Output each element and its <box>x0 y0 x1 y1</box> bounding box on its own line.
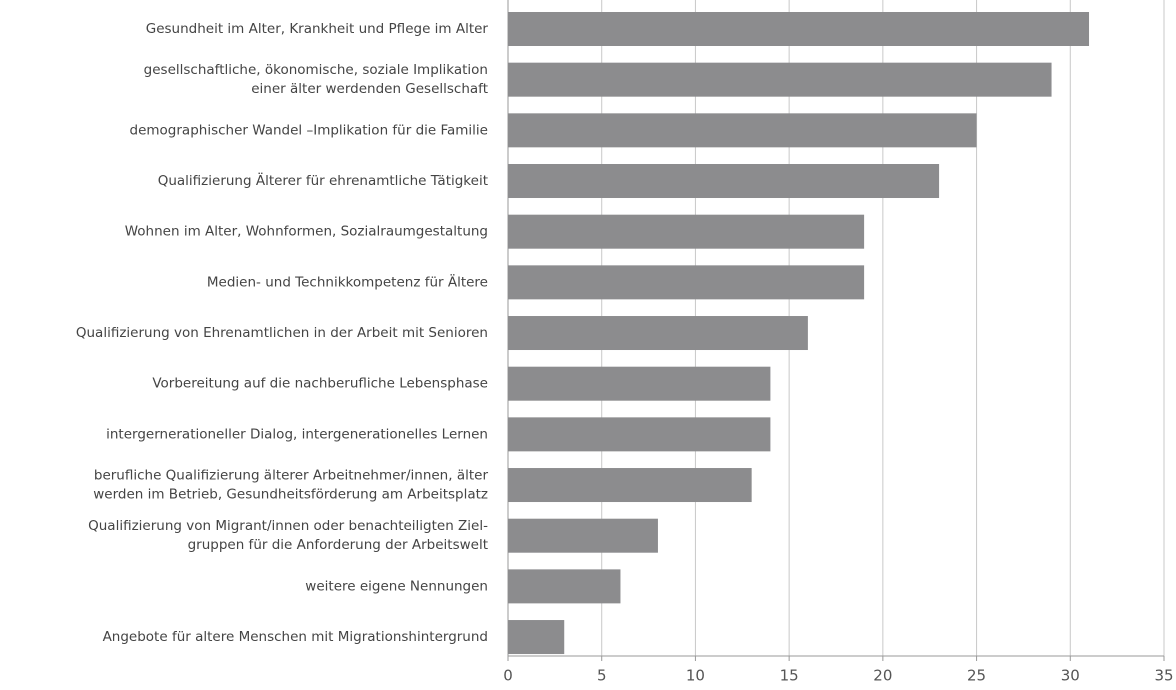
label-line: Wohnen im Alter, Wohnformen, Sozialraumg… <box>125 224 488 240</box>
x-tick-label: 30 <box>1061 667 1080 685</box>
y-tick-label: Qualifizierung von Migrant/innen oder be… <box>88 518 488 553</box>
y-tick-label: Qualifizierung von Ehrenamtlichen in der… <box>76 325 488 341</box>
x-tick-label: 10 <box>686 667 705 685</box>
label-line: werden im Betrieb, Gesundheitsförderung … <box>93 487 488 503</box>
label-line: Vorbereitung auf die nachberufliche Lebe… <box>152 376 488 392</box>
label-line: Qualifizierung von Ehrenamtlichen in der… <box>76 325 488 341</box>
label-line: berufliche Qualifizierung älterer Arbeit… <box>94 468 489 484</box>
bar <box>508 164 940 199</box>
bar <box>508 518 658 553</box>
x-tick-label: 15 <box>780 667 799 685</box>
label-line: Qualifizierung Älterer für ehrenamtliche… <box>158 171 488 189</box>
bar <box>508 316 808 351</box>
y-tick-label: intergernerationeller Dialog, intergener… <box>106 426 488 442</box>
y-tick-label: weitere eigene Nennungen <box>305 578 488 594</box>
bar <box>508 569 621 604</box>
bar <box>508 113 977 148</box>
x-tick-label: 0 <box>503 667 513 685</box>
bar <box>508 366 771 401</box>
label-line: Qualifizierung von Migrant/innen oder be… <box>88 518 488 534</box>
y-tick-label: gesellschaftliche, ökonomische, soziale … <box>144 62 488 97</box>
y-tick-label: Wohnen im Alter, Wohnformen, Sozialraumg… <box>125 224 488 240</box>
y-tick-label: Medien- und Technikkompetenz für Ältere <box>207 272 488 290</box>
y-tick-label: berufliche Qualifizierung älterer Arbeit… <box>93 468 488 503</box>
bar <box>508 468 752 503</box>
x-tick-label: 25 <box>967 667 986 685</box>
y-tick-label: Gesundheit im Alter, Krankheit und Pfleg… <box>146 21 489 37</box>
bar <box>508 417 771 452</box>
bar <box>508 620 565 655</box>
label-line: Medien- und Technikkompetenz für Ältere <box>207 272 488 290</box>
y-tick-label: demographischer Wandel –Implikation für … <box>130 122 488 138</box>
bar <box>508 12 1090 46</box>
x-tick-label: 20 <box>873 667 892 685</box>
x-tick-label: 35 <box>1154 667 1173 685</box>
bar <box>508 214 865 249</box>
y-tick-label: Vorbereitung auf die nachberufliche Lebe… <box>152 376 488 392</box>
y-tick-label: Angebote für altere Menschen mit Migrati… <box>103 629 488 645</box>
label-line: gruppen für die Anforderung der Arbeitsw… <box>188 537 488 553</box>
label-line: gesellschaftliche, ökonomische, soziale … <box>144 62 488 78</box>
x-tick-label: 5 <box>597 667 607 685</box>
label-line: intergernerationeller Dialog, intergener… <box>106 426 488 442</box>
y-tick-label: Qualifizierung Älterer für ehrenamtliche… <box>158 171 488 189</box>
label-line: Angebote für altere Menschen mit Migrati… <box>103 629 488 645</box>
label-line: demographischer Wandel –Implikation für … <box>130 122 488 138</box>
bar <box>508 62 1052 97</box>
label-line: weitere eigene Nennungen <box>305 578 488 594</box>
label-line: einer älter werdenden Gesellschaft <box>251 81 488 97</box>
label-line: Gesundheit im Alter, Krankheit und Pfleg… <box>146 21 489 37</box>
bar <box>508 265 865 300</box>
